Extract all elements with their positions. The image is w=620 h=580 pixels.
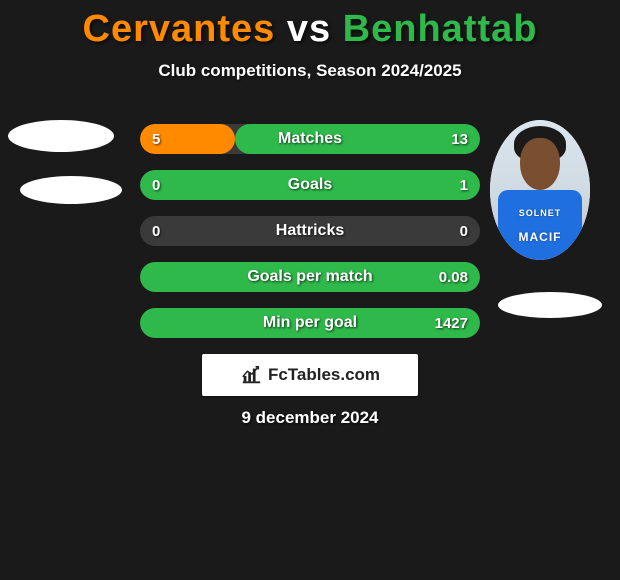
stat-row-hattricks: 0 0 Hattricks [140,216,480,246]
stat-value-right: 1427 [435,315,468,332]
subtitle: Club competitions, Season 2024/2025 [0,61,620,81]
stat-row-matches: 5 13 Matches [140,124,480,154]
stat-value-left: 0 [152,223,160,240]
decorative-ellipse-2 [498,292,602,318]
decorative-ellipse-1 [20,176,122,204]
stat-row-goals-per-match: 0.08 Goals per match [140,262,480,292]
generation-date: 9 december 2024 [241,408,378,428]
title-left: Cervantes [83,8,276,50]
stat-value-right: 0 [460,223,468,240]
fctables-watermark[interactable]: FcTables.com [202,354,418,396]
stat-value-right: 1 [460,177,468,194]
stat-label: Hattricks [276,222,344,240]
stat-row-min-per-goal: 1427 Min per goal [140,308,480,338]
watermark-text: FcTables.com [268,365,380,385]
stat-value-left: 5 [152,131,160,148]
stat-label: Goals [288,176,332,194]
stat-label: Matches [278,130,342,148]
stat-label: Goals per match [247,268,372,286]
stat-value-right: 13 [451,131,468,148]
stat-value-left: 0 [152,177,160,194]
stats-bars: 5 13 Matches 0 1 Goals 0 0 Hattricks 0.08 Goals pe… [140,124,480,354]
decorative-ellipse-0 [8,120,114,152]
title-right: Benhattab [343,8,538,50]
avatar-head [520,138,560,190]
jersey-sponsor-1: SOLNET [519,208,562,218]
stat-row-goals: 0 1 Goals [140,170,480,200]
comparison-title: Cervantes vs Benhattab [0,0,620,51]
bar-chart-icon [240,364,262,386]
stat-label: Min per goal [263,314,357,332]
stat-fill-right [235,124,480,154]
title-mid: vs [275,8,342,50]
stat-value-right: 0.08 [439,269,468,286]
player-right-avatar: SOLNET MACIF [490,120,590,260]
avatar-jersey [498,190,582,260]
jersey-sponsor-2: MACIF [519,230,562,244]
